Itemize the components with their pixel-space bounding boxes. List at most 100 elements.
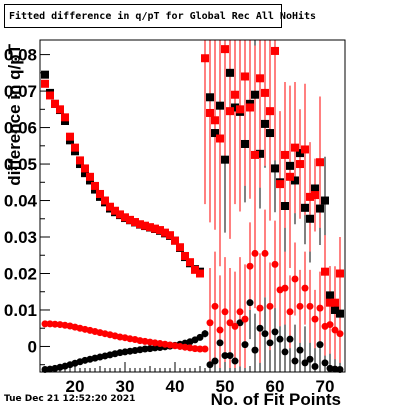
data-point-square — [206, 108, 214, 117]
data-point-square — [111, 206, 119, 215]
data-point-square — [306, 214, 314, 223]
data-point-square — [91, 181, 99, 190]
data-point-square — [221, 45, 229, 54]
y-tick-label: 0.08 — [4, 46, 37, 65]
data-point-circle — [296, 302, 304, 310]
data-point-square — [41, 70, 49, 79]
plot-frame — [39, 39, 346, 373]
data-point-square — [291, 176, 299, 185]
timestamp: Tue Dec 21 12:52:20 2021 — [4, 394, 136, 404]
data-point-square — [46, 91, 54, 100]
data-point-circle — [236, 319, 244, 327]
data-point-square — [216, 101, 224, 110]
data-point-square — [116, 210, 124, 219]
y-tick-label: 0.06 — [4, 119, 37, 138]
markers-layer — [41, 45, 344, 373]
y-tick-label: 0.03 — [4, 228, 37, 247]
data-point-circle — [196, 333, 204, 341]
data-point-square — [186, 258, 194, 267]
data-point-square — [311, 191, 319, 200]
y-tick-label: 0.07 — [4, 82, 37, 101]
data-point-circle — [226, 319, 234, 327]
data-point-circle — [211, 302, 219, 310]
data-point-square — [236, 105, 244, 114]
x-tick-label: 40 — [166, 377, 185, 396]
data-point-circle — [256, 324, 264, 332]
data-point-square — [316, 204, 324, 213]
error-bars-layer — [44, 40, 341, 372]
data-point-circle — [296, 346, 304, 354]
data-point-square — [326, 291, 334, 300]
data-point-square — [101, 196, 109, 205]
data-point-circle — [306, 302, 314, 310]
data-point-circle — [226, 352, 234, 360]
data-point-square — [181, 251, 189, 260]
y-axis: 0 0.01 0.02 0.03 0.04 0.05 0.06 0.07 0.08 — [4, 46, 50, 366]
data-point-square — [286, 172, 294, 181]
data-point-circle — [286, 335, 294, 343]
data-point-circle — [281, 284, 289, 292]
data-point-circle — [236, 308, 244, 316]
data-point-circle — [311, 363, 319, 371]
data-point-square — [141, 221, 149, 230]
x-tick-label: 20 — [66, 377, 85, 396]
data-point-square — [321, 196, 329, 205]
data-point-square — [336, 269, 344, 278]
data-point-square — [56, 105, 64, 114]
data-point-circle — [191, 345, 199, 353]
data-point-circle — [261, 249, 269, 257]
data-point-square — [121, 213, 129, 222]
data-point-circle — [246, 262, 254, 270]
data-point-square — [266, 129, 274, 138]
data-point-circle — [271, 328, 279, 336]
data-point-square — [171, 236, 179, 245]
data-point-square — [71, 143, 79, 152]
data-point-square — [321, 267, 329, 276]
data-point-circle — [291, 275, 299, 283]
data-point-square — [281, 150, 289, 159]
data-point-circle — [216, 326, 224, 334]
data-point-square — [261, 119, 269, 128]
data-point-circle — [241, 315, 249, 323]
data-point-square — [151, 224, 159, 233]
data-point-circle — [46, 320, 54, 328]
data-point-square — [41, 79, 49, 88]
data-point-circle — [311, 315, 319, 323]
data-point-square — [251, 150, 259, 159]
y-tick-label: 0.04 — [4, 192, 38, 211]
data-point-square — [286, 161, 294, 170]
data-point-square — [291, 143, 299, 152]
data-point-circle — [266, 302, 274, 310]
data-point-square — [251, 90, 259, 99]
data-point-circle — [316, 304, 324, 312]
data-point-square — [316, 158, 324, 167]
data-point-square — [136, 220, 144, 229]
data-point-square — [81, 169, 89, 178]
data-point-square — [176, 243, 184, 252]
data-point-circle — [201, 330, 209, 338]
data-point-circle — [141, 345, 149, 353]
data-point-square — [76, 156, 84, 165]
data-point-circle — [251, 346, 259, 354]
data-point-circle — [196, 345, 204, 353]
data-point-circle — [231, 322, 239, 330]
data-point-square — [256, 74, 264, 83]
data-point-circle — [246, 299, 254, 307]
data-point-circle — [326, 321, 334, 329]
data-point-square — [161, 228, 169, 237]
data-point-square — [331, 298, 339, 307]
data-point-square — [206, 93, 214, 102]
data-point-circle — [336, 330, 344, 338]
data-point-square — [86, 172, 94, 181]
data-point-circle — [291, 357, 299, 365]
x-tick-label: 30 — [116, 377, 135, 396]
data-point-square — [226, 68, 234, 77]
data-point-square — [131, 218, 139, 227]
data-point-square — [246, 103, 254, 112]
x-tick-label: 50 — [216, 377, 235, 396]
data-point-square — [166, 231, 174, 240]
x-tick-label: 70 — [316, 377, 335, 396]
data-point-circle — [266, 339, 274, 347]
data-point-circle — [41, 320, 49, 328]
